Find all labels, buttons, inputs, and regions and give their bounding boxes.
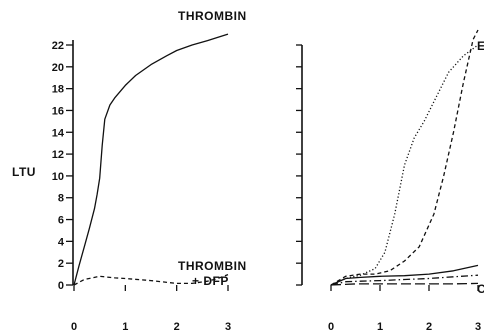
right-chart: E C 0 1 2 3 [296,29,484,333]
right-y-ticks [296,44,302,286]
y-tick-label: 8 [58,193,64,205]
right-series-line-long-dash [330,282,479,286]
annotation-thrombin-dfp-line2: + DFP [192,274,229,288]
left-chart: THROMBIN LTU THROMBIN + DFP 024681012141… [12,9,247,333]
x-tick-label: 2 [174,321,180,333]
right-series-line-dashed [330,29,479,286]
x-tick-label: 1 [122,321,128,333]
right-x-tick-label: 0 [328,321,334,333]
y-tick-label: 20 [52,62,64,74]
y-tick-label: 12 [52,149,64,161]
y-tick-label: 14 [52,127,65,139]
left-series [73,33,229,286]
y-axis-label: LTU [12,165,36,179]
right-series-line-dotted [330,44,479,286]
right-series-line-dash-dot [330,274,479,286]
y-tick-label: 0 [58,280,64,292]
right-x-ticks: 0 1 2 3 [328,285,481,333]
annotation-thrombin: THROMBIN [178,9,247,23]
x-tick-label: 0 [71,321,77,333]
left-x-ticks: 0 1 2 3 [71,285,231,333]
series-line-thrombin-dfp [73,273,229,286]
right-x-tick-label: 2 [426,321,432,333]
y-tick-label: 10 [52,171,64,183]
y-tick-label: 18 [52,84,64,96]
annotation-thrombin-dfp-line1: THROMBIN [178,259,247,273]
y-tick-label: 6 [58,215,64,227]
right-series-line-solid [330,264,479,286]
y-tick-label: 2 [58,258,64,270]
right-x-tick-label: 3 [475,321,481,333]
y-tick-label: 4 [58,236,65,248]
y-tick-label: 22 [52,40,64,52]
series-line-thrombin [73,33,229,286]
y-tick-label: 16 [52,105,64,117]
annotation-c: C [477,282,484,296]
right-x-tick-label: 1 [377,321,383,333]
left-y-ticks: 0 2 4 6 8 10 12 14 16 18 20 22 [52,40,73,292]
annotation-e: E [477,39,484,53]
right-series [330,29,479,286]
x-tick-label: 3 [225,321,231,333]
